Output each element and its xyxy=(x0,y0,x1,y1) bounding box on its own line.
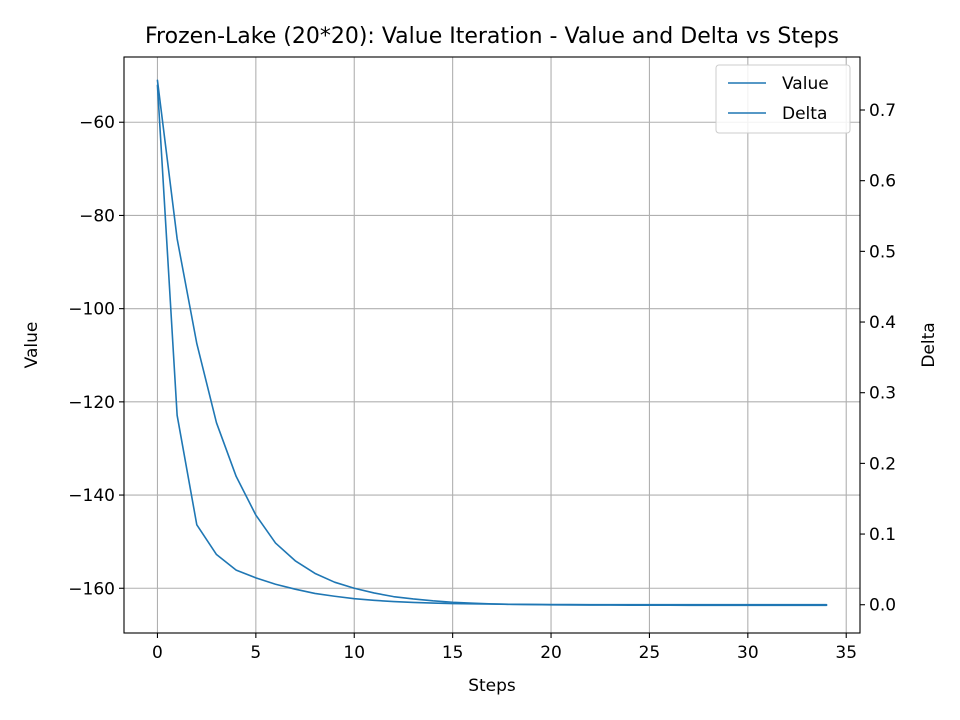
x-tick-label: 5 xyxy=(250,643,261,663)
x-tick-label: 0 xyxy=(152,643,163,663)
grid xyxy=(124,57,860,633)
x-tick-label: 35 xyxy=(835,643,857,663)
y-right-tick-label: 0.5 xyxy=(869,242,896,262)
legend-label-value: Value xyxy=(782,74,829,94)
y-right-tick-label: 0.7 xyxy=(869,101,896,121)
series-layer xyxy=(156,79,828,607)
legend-label-delta: Delta xyxy=(782,104,827,124)
y-left-tick-label: −60 xyxy=(79,113,115,133)
y-right-tick-label: 0.4 xyxy=(869,313,896,333)
legend: Value Delta xyxy=(715,64,851,134)
y-left-tick-label: −140 xyxy=(68,486,115,506)
x-tick-label: 15 xyxy=(442,643,464,663)
legend-box xyxy=(715,64,851,134)
plot-area-frame xyxy=(123,56,861,634)
x-tick-label: 30 xyxy=(737,643,759,663)
chart-title: Frozen-Lake (20*20): Value Iteration - V… xyxy=(145,24,839,49)
y-right-tick-label: 0.2 xyxy=(869,454,896,474)
series-line-delta xyxy=(156,84,828,606)
y-right-tick-label: 0.3 xyxy=(869,384,896,404)
x-axis-label: Steps xyxy=(468,676,516,696)
ticks-layer: 0 5 10 15 20 25 30 35 −60 −80 −100 −120 −140 −160 0.0 0… xyxy=(68,101,896,663)
y-right-tick-label: 0.1 xyxy=(869,525,896,545)
y-left-tick-label: −100 xyxy=(68,300,115,320)
y-left-tick-label: −80 xyxy=(79,206,115,226)
y-left-tick-label: −120 xyxy=(68,393,115,413)
y-left-tick-label: −160 xyxy=(68,579,115,599)
y-right-tick-label: 0.6 xyxy=(869,172,896,192)
y-axis-label-right: Delta xyxy=(919,322,939,367)
y-axis-label-left: Value xyxy=(22,322,42,369)
x-tick-label: 25 xyxy=(639,643,661,663)
y-right-tick-label: 0.0 xyxy=(869,596,896,616)
x-tick-label: 10 xyxy=(343,643,365,663)
x-tick-label: 20 xyxy=(540,643,562,663)
